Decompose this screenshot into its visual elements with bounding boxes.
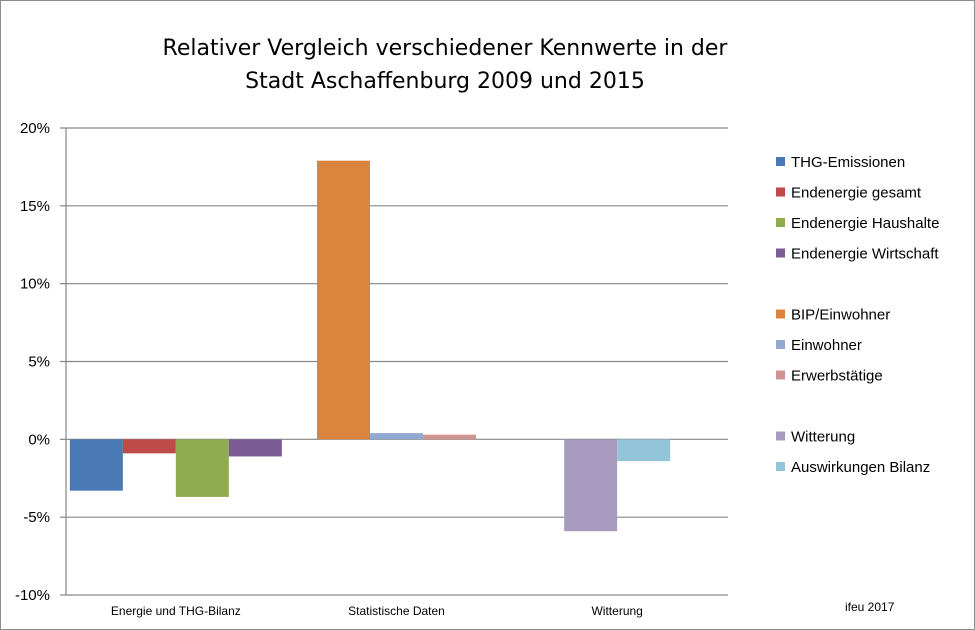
y-tick-label: 0%: [28, 431, 50, 448]
bar: [122, 439, 176, 454]
bar: [564, 439, 618, 532]
gridlines: [66, 127, 728, 596]
legend-swatch: [776, 370, 785, 380]
y-tick-label: 10%: [20, 276, 50, 293]
y-tick-label: 5%: [28, 354, 50, 371]
legend: THG-Emissionen Endenergie gesamt Endenergi…: [776, 154, 939, 476]
legend-swatch: [776, 340, 785, 349]
y-tick-label: -5%: [23, 509, 50, 526]
x-category-label: Statistische Daten: [348, 604, 445, 618]
bar: [423, 434, 476, 440]
y-tick-label: 15%: [20, 198, 50, 215]
legend-swatch: [776, 431, 785, 441]
bar: [228, 439, 282, 457]
legend-label: Auswirkungen Bilanz: [791, 459, 930, 476]
bar: [317, 160, 370, 440]
legend-label: THG-Emissionen: [791, 154, 905, 171]
chart-title-line-1: Relativer Vergleich verschiedener Kennwe…: [163, 36, 729, 61]
bar: [370, 433, 423, 440]
legend-swatch: [776, 462, 785, 471]
credit-annotation: ifeu 2017: [845, 600, 895, 614]
legend-swatch: [776, 187, 785, 197]
legend-label: Endenergie Haushalte: [791, 215, 939, 232]
legend-label: Witterung: [791, 429, 855, 446]
legend-label: Endenergie gesamt: [791, 185, 922, 202]
legend-label: Erwerbstätige: [791, 368, 883, 385]
y-tick-label: -10%: [15, 587, 50, 604]
x-category-label: Witterung: [591, 604, 642, 618]
legend-label: BIP/Einwohner: [791, 307, 890, 324]
bar: [175, 439, 229, 497]
axes: -10% -5% 0% 5% 10% 15% 20% Energie und THG-Bila…: [15, 120, 643, 618]
legend-swatch: [776, 248, 785, 258]
bars: [69, 160, 671, 532]
y-tick-label: 20%: [20, 120, 50, 137]
legend-label: Endenergie Wirtschaft: [791, 246, 939, 263]
legend-swatch: [776, 157, 785, 166]
legend-swatch: [776, 218, 785, 227]
bar: [617, 439, 671, 462]
bar: [69, 439, 123, 491]
chart-title-line-2: Stadt Aschaffenburg 2009 und 2015: [245, 69, 645, 94]
legend-label: Einwohner: [791, 337, 862, 354]
x-category-label: Energie und THG-Bilanz: [111, 604, 241, 618]
legend-swatch: [776, 309, 785, 319]
